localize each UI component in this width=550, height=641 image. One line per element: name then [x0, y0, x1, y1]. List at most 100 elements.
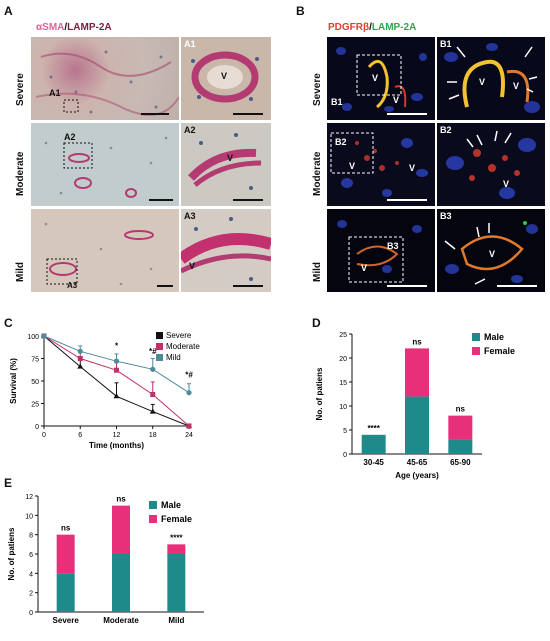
chart-d-significance-label: ns: [412, 337, 422, 346]
chart-c-point-moderate: [186, 423, 192, 429]
panel-b-severe-zoom-label: B1: [440, 39, 452, 49]
panel-b-severe-inset-label: B1: [331, 97, 343, 107]
chart-d-y-tick-label: 25: [339, 332, 347, 339]
chart-c-y-tick-label: 75: [31, 357, 39, 364]
chart-d-bar-female: [405, 348, 429, 397]
panel-b-mild-zoom-image: [444, 221, 538, 285]
chart-d-y-tick-label: 15: [339, 380, 347, 387]
chart-c-legend-swatch-mild: [156, 354, 163, 361]
panel-b-moderate-inset-label: B2: [335, 137, 347, 147]
chart-d-legend-swatch-male: [472, 333, 480, 341]
panel-a-moderate-zoom-scalebar: [233, 199, 263, 201]
panel-b-mild-inset-label: B3: [387, 241, 399, 251]
panel-a-mild-overview-texture: [44, 222, 154, 286]
chart-c-point-mild: [113, 358, 120, 364]
panel-a-moderate-zoom: A2 V: [180, 122, 272, 207]
panel-a-stain-sep: /: [64, 22, 68, 33]
chart-e-bar-male: [112, 554, 130, 612]
chart-d-y-tick-label: 0: [343, 452, 347, 459]
chart-c-legend-swatch-severe: [156, 332, 163, 339]
chart-d-bar-male: [361, 434, 386, 454]
chart-d-bar-male: [405, 396, 429, 454]
chart-d-y-tick-label: 5: [343, 428, 347, 435]
panel-b-severe-zoom: B1 V V: [436, 36, 546, 121]
chart-d-bar-female: [448, 415, 473, 440]
panel-a-stain-1: αSMA: [36, 22, 65, 33]
panel-a-mild-zoom: A3 V: [180, 208, 272, 293]
chart-c-x-tick-label: 6: [78, 432, 82, 439]
panel-b-mild-vessel-label: V: [361, 263, 368, 273]
panel-b-stain-1: PDGFRβ: [328, 22, 370, 33]
chart-c-point-mild: [41, 333, 47, 339]
panel-b-mild-scalebar: [387, 285, 427, 287]
chart-e-legend-label-male: Male: [161, 500, 181, 510]
chart-c-point-moderate: [114, 367, 119, 373]
panel-a-severe-zoom: A1 V: [180, 36, 272, 121]
chart-c-point-mild: [77, 348, 83, 354]
chart-c-point-severe: [149, 408, 156, 414]
panel-a-moderate-overview: A2: [30, 122, 180, 207]
panel-b-severe-zoom-image: [444, 43, 540, 113]
chart-d-x-tick-label: 30-45: [363, 458, 384, 467]
chart-d-bar-male: [448, 439, 473, 454]
panel-b-mild-overview-image: [337, 220, 422, 283]
panel-b-severe-overview-image: [336, 47, 427, 112]
panel-a-row-label-severe: Severe: [15, 73, 26, 106]
panel-a-severe-overview: A1: [30, 36, 180, 121]
chart-e-bar-female: [56, 534, 75, 574]
chart-e-severity-distribution: 0 2 4 6 8 10 12 ns Severe ns Moderate **** Mild No. o…: [7, 494, 204, 625]
panel-b-stain-2: LAMP-2A: [371, 22, 417, 33]
panel-a-row-label-mild: Mild: [15, 262, 26, 282]
panel-a-severe-zoom-vessel: [191, 51, 259, 103]
chart-d-legend-label-female: Female: [484, 346, 515, 356]
panel-b-letter: B: [296, 4, 305, 18]
chart-d-y-tick-label: 10: [339, 404, 347, 411]
chart-e-significance-label: ns: [116, 495, 126, 504]
panel-b-severe-vessel-label-2: V: [393, 95, 400, 105]
panel-a-severe-scalebar: [141, 113, 169, 115]
chart-c-point-severe: [113, 393, 120, 399]
panel-b-mild-zoom-label: B3: [440, 211, 452, 221]
chart-c-annotation: *#: [185, 370, 193, 379]
panel-a-moderate-scalebar: [149, 199, 173, 201]
chart-e-significance-label: ****: [170, 533, 183, 542]
chart-c-annotation: *#: [149, 347, 157, 356]
chart-d-x-tick-label: 45-65: [407, 458, 428, 467]
panel-a-letter: A: [4, 4, 13, 18]
panel-a-mild-scalebar: [157, 285, 173, 287]
chart-e-significance-label: ns: [61, 524, 71, 533]
panel-b-moderate-zoom-vessel-label: V: [503, 179, 510, 189]
chart-e-bar-female: [112, 505, 130, 554]
panel-b-severe-vessel-label-1: V: [372, 73, 379, 83]
chart-d-significance-label: ns: [456, 405, 466, 414]
panel-d-letter: D: [312, 316, 321, 330]
panel-c-letter: C: [4, 316, 13, 330]
chart-e-y-tick-label: 4: [29, 571, 33, 578]
panel-a-severe-vessel-label: V: [221, 71, 228, 81]
chart-e-y-tick-label: 12: [25, 494, 33, 501]
panel-e-letter: E: [4, 476, 13, 490]
panel-b-severe-zoom-vessel-label-2: V: [513, 81, 520, 91]
chart-c-annotation: *: [115, 342, 119, 351]
chart-c-x-tick-label: 18: [149, 432, 157, 439]
chart-e-y-label: No. of patiens: [7, 527, 16, 580]
panel-b-moderate-zoom-image: [446, 130, 536, 199]
panel-a-mild-overview: A3: [30, 208, 180, 293]
panel-a-mild-vessel-label: V: [189, 261, 196, 271]
panel-a-severe-inset-label: A1: [49, 88, 61, 98]
chart-c-x-tick-label: 24: [185, 432, 193, 439]
panel-a-severe-overview-texture: [35, 50, 179, 116]
panel-b-mild-overview: B3 V: [326, 208, 436, 293]
panel-a-moderate-vessel-label: V: [227, 153, 234, 163]
panel-a-moderate-inset-label: A2: [64, 132, 76, 142]
panel-b-moderate-vessel-label-2: V: [409, 163, 416, 173]
panel-b-stain-title: PDGFRβ/LAMP-2A: [328, 22, 416, 33]
panel-b-mild-zoom-vessel-label: V: [489, 249, 496, 259]
panel-b-mild-zoom-scalebar: [497, 285, 537, 287]
chart-d-y-tick-label: 20: [339, 356, 347, 363]
chart-c-survival: 0 25 50 75 100 0 6 12 18 24 Time (months) Survival …: [9, 331, 200, 450]
chart-c-y-tick-label: 0: [35, 424, 39, 431]
chart-c-point-moderate: [150, 392, 156, 397]
panel-b-moderate-zoom-label: B2: [440, 125, 452, 135]
panel-b-moderate-zoom: B2 V: [436, 122, 546, 207]
